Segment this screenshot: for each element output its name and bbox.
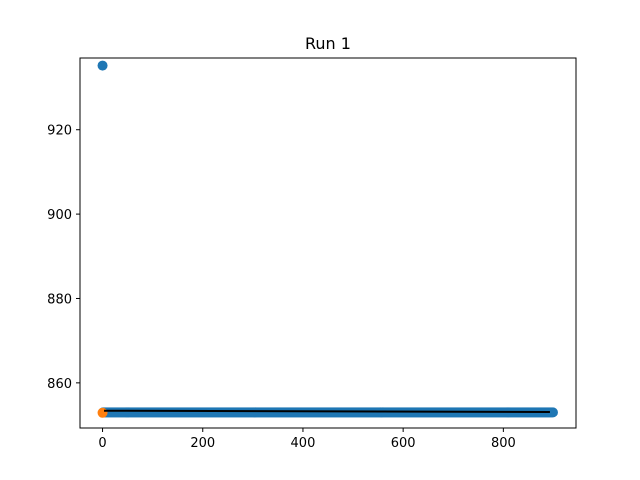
series-1-point [97, 60, 108, 71]
y-tick-label: 880 [47, 292, 72, 307]
axes-frame [79, 57, 577, 429]
x-tick-label: 800 [491, 436, 516, 451]
y-tick-label: 900 [47, 208, 72, 223]
y-tick-label: 920 [47, 124, 72, 139]
axes: 0 200 400 600 800 860 880 900 920 [47, 124, 516, 451]
y-tick-label: 860 [47, 377, 72, 392]
x-tick-label: 600 [391, 436, 416, 451]
series-3-line [104, 409, 550, 413]
plot-area [97, 60, 558, 418]
series-2-point [97, 407, 108, 418]
x-tick-label: 200 [190, 436, 215, 451]
series-1-point [547, 407, 558, 418]
x-tick-label: 400 [291, 436, 316, 451]
chart-title: Run 1 [305, 34, 351, 53]
x-tick-label: 0 [98, 436, 106, 451]
